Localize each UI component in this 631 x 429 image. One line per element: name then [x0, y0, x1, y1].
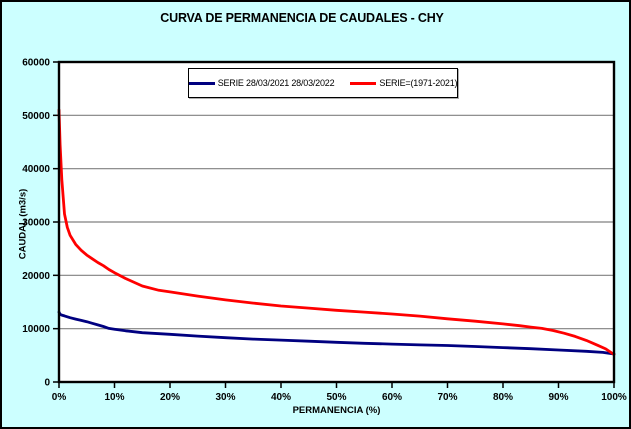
- legend: SERIE 28/03/2021 28/03/2022 SERIE=(1971-…: [188, 68, 458, 98]
- y-tick-label: 20000: [22, 271, 50, 282]
- x-tick-label: 0%: [52, 392, 67, 403]
- y-tick-label: 60000: [22, 58, 50, 69]
- x-tick-label: 50%: [326, 392, 346, 403]
- x-tick-label: 80%: [493, 392, 513, 403]
- y-tick-label: 40000: [22, 164, 50, 175]
- red-line-swatch-icon: [350, 81, 377, 85]
- x-tick-label: 90%: [548, 392, 568, 403]
- x-tick-label: 70%: [437, 392, 457, 403]
- x-tick-label: 40%: [271, 392, 291, 403]
- y-tick-label: 10000: [22, 324, 50, 335]
- x-axis-title: PERMANENCIA (%): [292, 405, 381, 416]
- chart-title: CURVA DE PERMANENCIA DE CAUDALES - CHY: [160, 11, 444, 25]
- x-tick-label: 30%: [215, 392, 235, 403]
- y-tick-label: 0: [44, 378, 50, 389]
- blue-line-swatch-icon: [188, 81, 215, 85]
- x-tick-label: 100%: [601, 392, 627, 403]
- legend-item-serie-1971-2021: SERIE=(1971-2021): [350, 78, 458, 88]
- legend-label-serie-1971-2021: SERIE=(1971-2021): [379, 78, 458, 88]
- legend-label-serie-2021-2022: SERIE 28/03/2021 28/03/2022: [217, 78, 335, 88]
- y-axis-title: CAUDAL (m3/s): [17, 188, 29, 260]
- x-tick-label: 10%: [104, 392, 124, 403]
- y-tick-label: 30000: [22, 218, 50, 229]
- x-tick-label: 60%: [382, 392, 402, 403]
- y-tick-label: 50000: [22, 111, 50, 122]
- series-line-1: [57, 108, 616, 356]
- x-tick-label: 20%: [160, 392, 180, 403]
- series-line-0: [57, 310, 616, 356]
- legend-item-serie-2021-2022: SERIE 28/03/2021 28/03/2022: [188, 78, 335, 88]
